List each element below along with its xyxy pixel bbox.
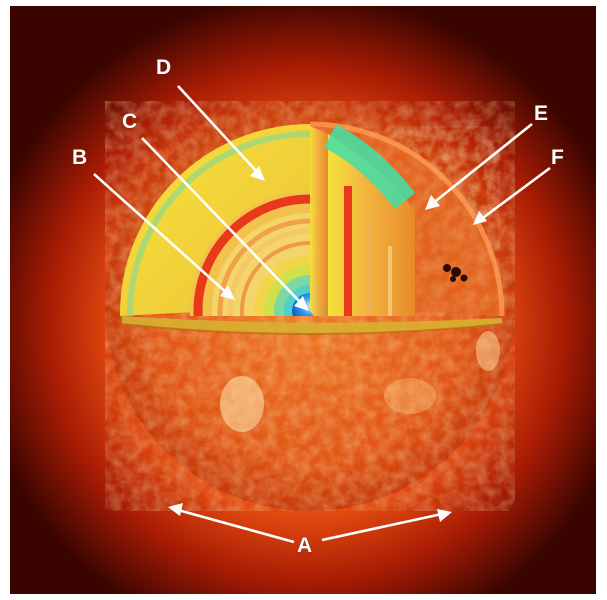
label-b: B [72,146,87,169]
active-region [476,331,500,371]
label-a: A [297,534,312,557]
arrow-d [177,85,260,175]
wedge-green-band [323,124,416,210]
arrow-a-right [321,512,443,542]
chromosphere-rim [309,121,505,316]
arrow-b [93,173,229,295]
cut-floor [122,316,502,334]
active-region [384,378,436,414]
label-d: D [156,56,171,79]
diagram-frame: D C B E F A [10,6,596,594]
sunspot-group-icon [443,264,468,282]
cut-face-vertical [310,126,328,316]
active-region [220,376,264,432]
arrow-c [141,137,303,305]
arrow-a-left [177,508,295,544]
label-c: C [122,110,137,133]
label-f: F [551,146,564,169]
sun-cutaway-diagram: D C B E F A [10,6,596,594]
arrow-e [431,122,533,206]
arrow-f [479,166,551,222]
label-e: E [534,102,548,125]
pointer-arrows [93,85,551,544]
